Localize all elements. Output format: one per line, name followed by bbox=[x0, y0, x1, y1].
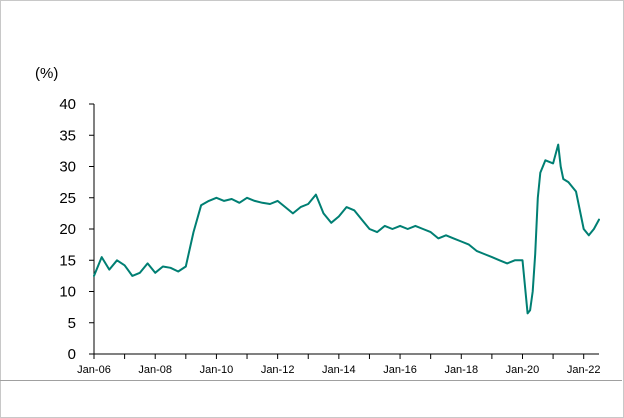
x-tick-label: Jan-18 bbox=[444, 364, 478, 376]
y-tick-label: 40 bbox=[59, 96, 76, 113]
series-line bbox=[93, 143, 600, 315]
x-tick-label: Jan-10 bbox=[200, 364, 234, 376]
footer-divider bbox=[0, 380, 622, 381]
x-tick-labels: Jan-06 Jan-08 Jan-10 Jan-12 Jan-14 Jan-16 Jan-… bbox=[77, 364, 600, 376]
y-tick-labels: 0 5 10 15 20 25 30 35 40 bbox=[59, 96, 76, 363]
series-group bbox=[93, 143, 600, 315]
y-tick-label: 5 bbox=[68, 315, 76, 332]
x-tick-label: Jan-14 bbox=[322, 364, 356, 376]
y-tick-label: 0 bbox=[68, 346, 76, 363]
x-tick-label: Jan-16 bbox=[383, 364, 417, 376]
y-tick-label: 15 bbox=[59, 252, 76, 269]
x-tick-label: Jan-12 bbox=[261, 364, 295, 376]
y-tick-label: 20 bbox=[59, 221, 76, 238]
y-tick-label: 25 bbox=[59, 190, 76, 207]
x-tick-label: Jan-20 bbox=[506, 364, 540, 376]
x-tick-label: Jan-06 bbox=[77, 364, 111, 376]
x-tick-label: Jan-22 bbox=[567, 364, 601, 376]
y-axis-unit-label: (%) bbox=[35, 65, 58, 82]
axes bbox=[89, 103, 599, 359]
y-tick-label: 30 bbox=[59, 159, 76, 176]
x-tick-label: Jan-08 bbox=[138, 364, 172, 376]
y-tick-label: 35 bbox=[59, 127, 76, 144]
y-tick-label: 10 bbox=[59, 284, 76, 301]
